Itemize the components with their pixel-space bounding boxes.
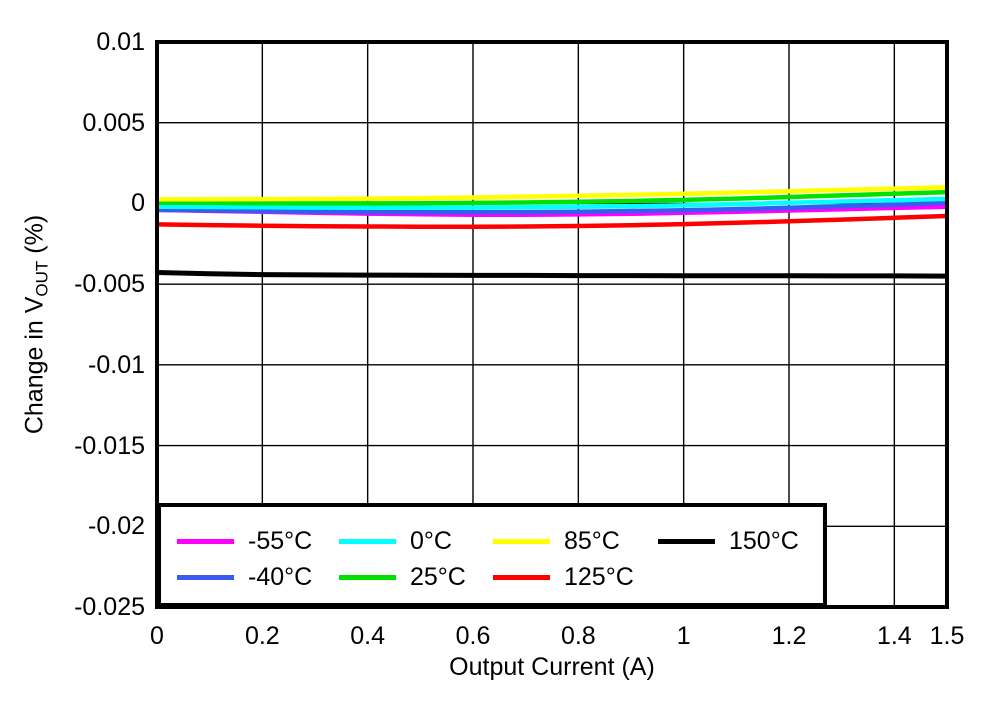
x-tick-label: 0.8 bbox=[560, 622, 596, 650]
y-tick-label: -0.025 bbox=[74, 593, 145, 621]
y-tick-label: -0.005 bbox=[74, 270, 145, 299]
x-tick-label: 0.2 bbox=[244, 622, 280, 650]
y-tick-label: -0.02 bbox=[88, 512, 145, 541]
legend-label: 0°C bbox=[410, 526, 452, 555]
plot-border bbox=[155, 40, 949, 609]
x-tick-label: 0.4 bbox=[350, 622, 386, 650]
legend-swatch-55-c bbox=[177, 538, 234, 544]
legend-label: 85°C bbox=[564, 526, 620, 555]
y-axis-title-subscript: OUT bbox=[32, 260, 52, 297]
legend-label: 25°C bbox=[410, 562, 466, 591]
legend-item-125-c: 125°C bbox=[493, 562, 634, 592]
y-axis-title-post: (%) bbox=[20, 214, 49, 261]
legend-item-85-c: 85°C bbox=[493, 526, 620, 556]
y-axis-title-pre: Change in V bbox=[20, 296, 49, 435]
legend-item-55-c: -55°C bbox=[177, 526, 312, 556]
legend: -55°C 0°C 85°C 150°C -40°C 25°C 125°C bbox=[157, 503, 827, 607]
y-tick-label: -0.01 bbox=[88, 350, 145, 379]
legend-swatch-0-c bbox=[339, 538, 396, 544]
legend-label: -40°C bbox=[248, 562, 313, 591]
legend-swatch-40-c bbox=[177, 574, 234, 580]
legend-item-150-c: 150°C bbox=[658, 526, 799, 556]
x-tick-label: 1.2 bbox=[771, 622, 807, 650]
series-line-125-c bbox=[156, 213, 948, 229]
x-tick-label: 1.4 bbox=[876, 622, 912, 650]
series-line-25-c bbox=[156, 189, 948, 206]
x-tick-label: 0 bbox=[150, 622, 164, 650]
x-tick-label: 0.6 bbox=[455, 622, 491, 650]
legend-swatch-125-c bbox=[493, 574, 550, 580]
legend-item-25-c: 25°C bbox=[339, 562, 466, 592]
x-tick-label: 1 bbox=[676, 622, 691, 650]
legend-label: 150°C bbox=[729, 526, 799, 555]
y-axis-title: Change in VOUT (%) bbox=[20, 125, 52, 525]
legend-label: 125°C bbox=[564, 562, 634, 591]
legend-swatch-150-c bbox=[658, 538, 715, 544]
legend-item-0-c: 0°C bbox=[339, 526, 452, 556]
y-tick-label: -0.015 bbox=[74, 431, 145, 460]
x-tick-label: 1.5 bbox=[929, 622, 965, 650]
series-line-40-c bbox=[156, 200, 948, 215]
x-axis-title: Output Current (A) bbox=[449, 653, 655, 681]
y-tick-label: 0.01 bbox=[96, 28, 145, 56]
legend-item-40-c: -40°C bbox=[177, 562, 312, 592]
legend-swatch-85-c bbox=[493, 538, 550, 544]
series-line-85-c bbox=[157, 185, 948, 202]
series-line-150-c bbox=[156, 270, 948, 279]
series-line-0-c bbox=[156, 196, 948, 211]
legend-label: -55°C bbox=[248, 526, 313, 555]
legend-swatch-25-c bbox=[339, 574, 396, 580]
y-tick-label: 0.005 bbox=[82, 108, 145, 137]
y-tick-label: 0 bbox=[131, 189, 145, 218]
